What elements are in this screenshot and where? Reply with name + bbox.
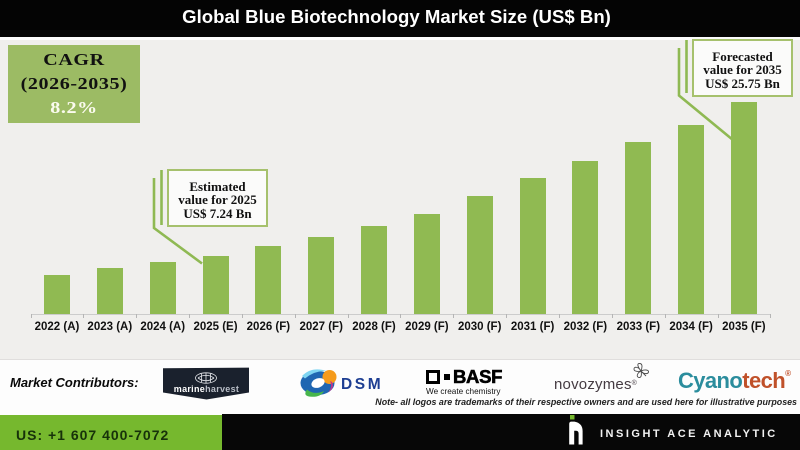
svg-text:DSM: DSM [341, 376, 383, 393]
svg-text:marineharvest: marineharvest [174, 384, 239, 394]
